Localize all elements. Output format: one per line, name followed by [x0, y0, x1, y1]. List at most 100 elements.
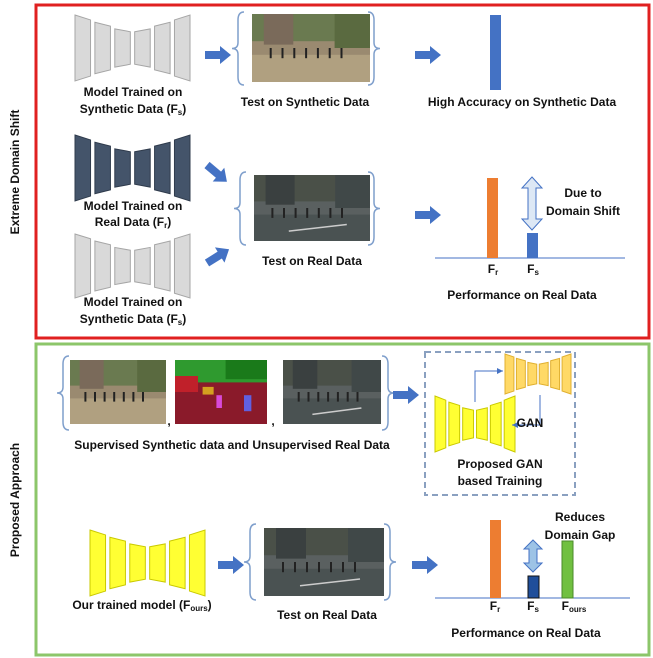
brace [56, 355, 70, 431]
image-region [252, 54, 370, 82]
image-region [137, 360, 166, 392]
image-region [244, 395, 252, 412]
bar-label: Fours [562, 599, 587, 614]
image-region [292, 360, 318, 389]
image-region [294, 208, 297, 218]
scene-image [254, 175, 370, 241]
connector [474, 368, 503, 402]
image-region [351, 360, 381, 392]
image-region [265, 175, 295, 205]
layer [434, 395, 447, 453]
image-region [299, 578, 361, 587]
model-label: Real Data (Fr) [95, 215, 171, 230]
text: F [488, 262, 495, 276]
bar [527, 575, 540, 599]
inputs-caption: Supervised Synthetic data and Unsupervis… [74, 438, 390, 452]
image-region [316, 48, 319, 59]
subscript: r [497, 605, 500, 614]
bar-label: Fs [527, 599, 539, 614]
layer [154, 141, 171, 195]
text: Synthetic Data (F [80, 312, 178, 326]
text: ) [182, 102, 186, 116]
layer [550, 357, 561, 391]
image-region [340, 48, 343, 59]
model-label: Synthetic Data (Fs) [80, 102, 186, 117]
layer [114, 28, 131, 68]
subscript: r [495, 268, 498, 277]
test-label: Test on Synthetic Data [241, 95, 370, 109]
layer [504, 353, 515, 395]
bar [490, 520, 501, 598]
image-region [317, 208, 320, 218]
model-label: Synthetic Data (Fs) [80, 312, 186, 327]
arrow [412, 556, 438, 574]
arrow [205, 46, 231, 64]
image-region [327, 392, 330, 402]
layer [561, 353, 572, 395]
gan-box [424, 351, 576, 496]
layer [527, 361, 538, 387]
image-region [305, 48, 308, 59]
shapes [56, 11, 630, 601]
image-region [307, 392, 310, 402]
arrow [218, 556, 244, 574]
test-label: Test on Real Data [262, 254, 362, 268]
image-region [317, 392, 320, 402]
subscript: s [534, 605, 539, 614]
image-region [329, 208, 332, 218]
image-region [269, 48, 272, 59]
note: Domain Shift [546, 204, 620, 218]
layer [74, 233, 92, 299]
image-region [306, 562, 308, 573]
image-region [330, 562, 332, 573]
brace [381, 355, 395, 431]
double-arrow [520, 176, 544, 231]
subscript: s [178, 318, 183, 327]
scene-image [264, 528, 384, 596]
arrow [415, 46, 441, 64]
layer [173, 134, 191, 202]
connector [512, 395, 541, 428]
image-region [94, 392, 96, 402]
arrow [415, 206, 441, 224]
image-region [335, 175, 370, 208]
network [434, 395, 516, 453]
bar [487, 178, 498, 258]
layer [503, 395, 516, 453]
layer [129, 543, 146, 583]
text: F [490, 599, 497, 613]
chart-caption: Performance on Real Data [451, 626, 601, 640]
note: Domain Gap [545, 528, 616, 542]
separator: , [271, 414, 274, 428]
text: Our trained model (F [72, 598, 190, 612]
layer [134, 28, 151, 68]
top-frame [34, 3, 651, 340]
text: ) [182, 312, 186, 326]
layer [94, 141, 111, 195]
image-region [263, 14, 294, 45]
layer [173, 233, 191, 299]
section-label: Proposed Approach [8, 443, 22, 557]
scene-image [283, 360, 381, 424]
layer [74, 134, 92, 202]
layer [114, 148, 131, 188]
image-region [283, 208, 285, 218]
bar [527, 233, 538, 258]
image-region [132, 392, 135, 402]
image-region [293, 48, 296, 59]
image-region [354, 562, 356, 573]
layer [94, 21, 111, 75]
scene-image [70, 360, 166, 424]
layer [515, 357, 526, 391]
image-region [288, 223, 347, 232]
gan-label: GAN [517, 416, 544, 430]
note: Reduces [555, 510, 605, 524]
layer [173, 14, 191, 82]
model-label: Model Trained on [84, 295, 183, 309]
layer [94, 240, 111, 292]
image-region [294, 562, 296, 573]
text: Real Data (F [95, 215, 164, 229]
image-region [142, 392, 144, 402]
image-region [312, 407, 362, 416]
bottom-frame [34, 342, 651, 657]
